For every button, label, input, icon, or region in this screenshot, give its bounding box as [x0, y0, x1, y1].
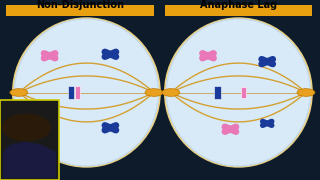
Ellipse shape — [162, 89, 180, 96]
Ellipse shape — [165, 18, 312, 167]
Bar — [214, 86, 221, 99]
Bar — [6, 0, 154, 16]
Ellipse shape — [13, 18, 160, 167]
Polygon shape — [3, 141, 56, 178]
Circle shape — [2, 114, 50, 141]
Ellipse shape — [297, 89, 315, 96]
Ellipse shape — [145, 89, 163, 96]
Bar — [165, 0, 312, 16]
Text: Anaphase Lag: Anaphase Lag — [200, 0, 277, 10]
Ellipse shape — [10, 89, 28, 96]
Bar — [68, 86, 74, 99]
Ellipse shape — [14, 19, 158, 166]
Bar — [75, 86, 80, 99]
Bar — [241, 87, 246, 98]
Ellipse shape — [166, 19, 310, 166]
Text: Non-Disjunction: Non-Disjunction — [36, 0, 124, 10]
Bar — [0, 100, 59, 180]
